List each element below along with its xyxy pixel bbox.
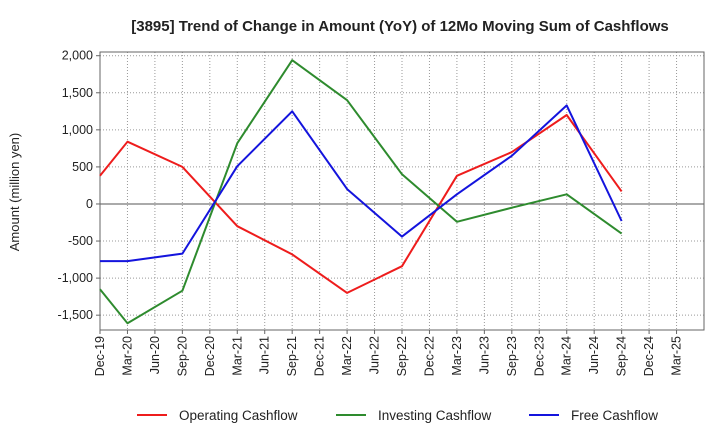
y-tick-label: -500 bbox=[68, 234, 93, 248]
grid-layer bbox=[100, 52, 704, 330]
x-tick-label: Mar-20 bbox=[120, 336, 134, 376]
y-tick-label: -1,500 bbox=[58, 308, 93, 322]
x-tick-label: Jun-22 bbox=[368, 336, 382, 374]
x-tick-label: Sep-20 bbox=[175, 336, 189, 376]
x-tick-label: Mar-23 bbox=[450, 336, 464, 376]
x-tick-label: Jun-23 bbox=[477, 336, 491, 374]
x-tick-label: Dec-19 bbox=[93, 336, 107, 376]
chart-title: [3895] Trend of Change in Amount (YoY) o… bbox=[131, 18, 669, 35]
x-tick-label: Dec-20 bbox=[203, 336, 217, 376]
x-tick-label: Dec-21 bbox=[313, 336, 327, 376]
x-tick-label: Mar-24 bbox=[560, 336, 574, 376]
legend: Operating Cashflow Investing Cashflow Free… bbox=[137, 408, 658, 423]
x-tick-label: Dec-23 bbox=[532, 336, 546, 376]
x-tick-label: Dec-22 bbox=[422, 336, 436, 376]
series-line-investing-cashflow bbox=[99, 59, 623, 325]
x-tick-label: Mar-21 bbox=[230, 336, 244, 376]
legend-label-investing-cashflow: Investing Cashflow bbox=[378, 408, 492, 423]
x-tick-label: Sep-24 bbox=[615, 336, 629, 376]
x-tick-label: Mar-25 bbox=[670, 336, 684, 376]
y-axis: 2,000 1,500 1,000 500 0 -500 -1,000 -1,500 bbox=[58, 49, 100, 322]
x-tick-label: Jun-20 bbox=[148, 336, 162, 374]
x-axis: Dec-19 Mar-20 Jun-20 Sep-20 Dec-20 Mar-21 Jun-… bbox=[93, 330, 684, 376]
y-tick-label: 1,500 bbox=[62, 86, 93, 100]
x-tick-label: Dec-24 bbox=[642, 336, 656, 376]
y-tick-label: 2,000 bbox=[62, 49, 93, 63]
series-line-free-cashflow bbox=[100, 104, 623, 263]
x-tick-label: Sep-23 bbox=[505, 336, 519, 376]
legend-label-free-cashflow: Free Cashflow bbox=[571, 408, 658, 423]
x-tick-label: Sep-22 bbox=[395, 336, 409, 376]
y-tick-label: 500 bbox=[72, 160, 93, 174]
y-tick-label: -1,000 bbox=[58, 271, 93, 285]
legend-label-operating-cashflow: Operating Cashflow bbox=[179, 408, 298, 423]
series-layer bbox=[99, 59, 623, 325]
x-tick-label: Jun-21 bbox=[258, 336, 272, 374]
x-tick-label: Jun-24 bbox=[587, 336, 601, 374]
x-tick-label: Sep-21 bbox=[285, 336, 299, 376]
y-tick-label: 0 bbox=[86, 197, 93, 211]
y-tick-label: 1,000 bbox=[62, 123, 93, 137]
y-axis-label: Amount (million yen) bbox=[7, 133, 22, 252]
x-tick-label: Mar-22 bbox=[340, 336, 354, 376]
